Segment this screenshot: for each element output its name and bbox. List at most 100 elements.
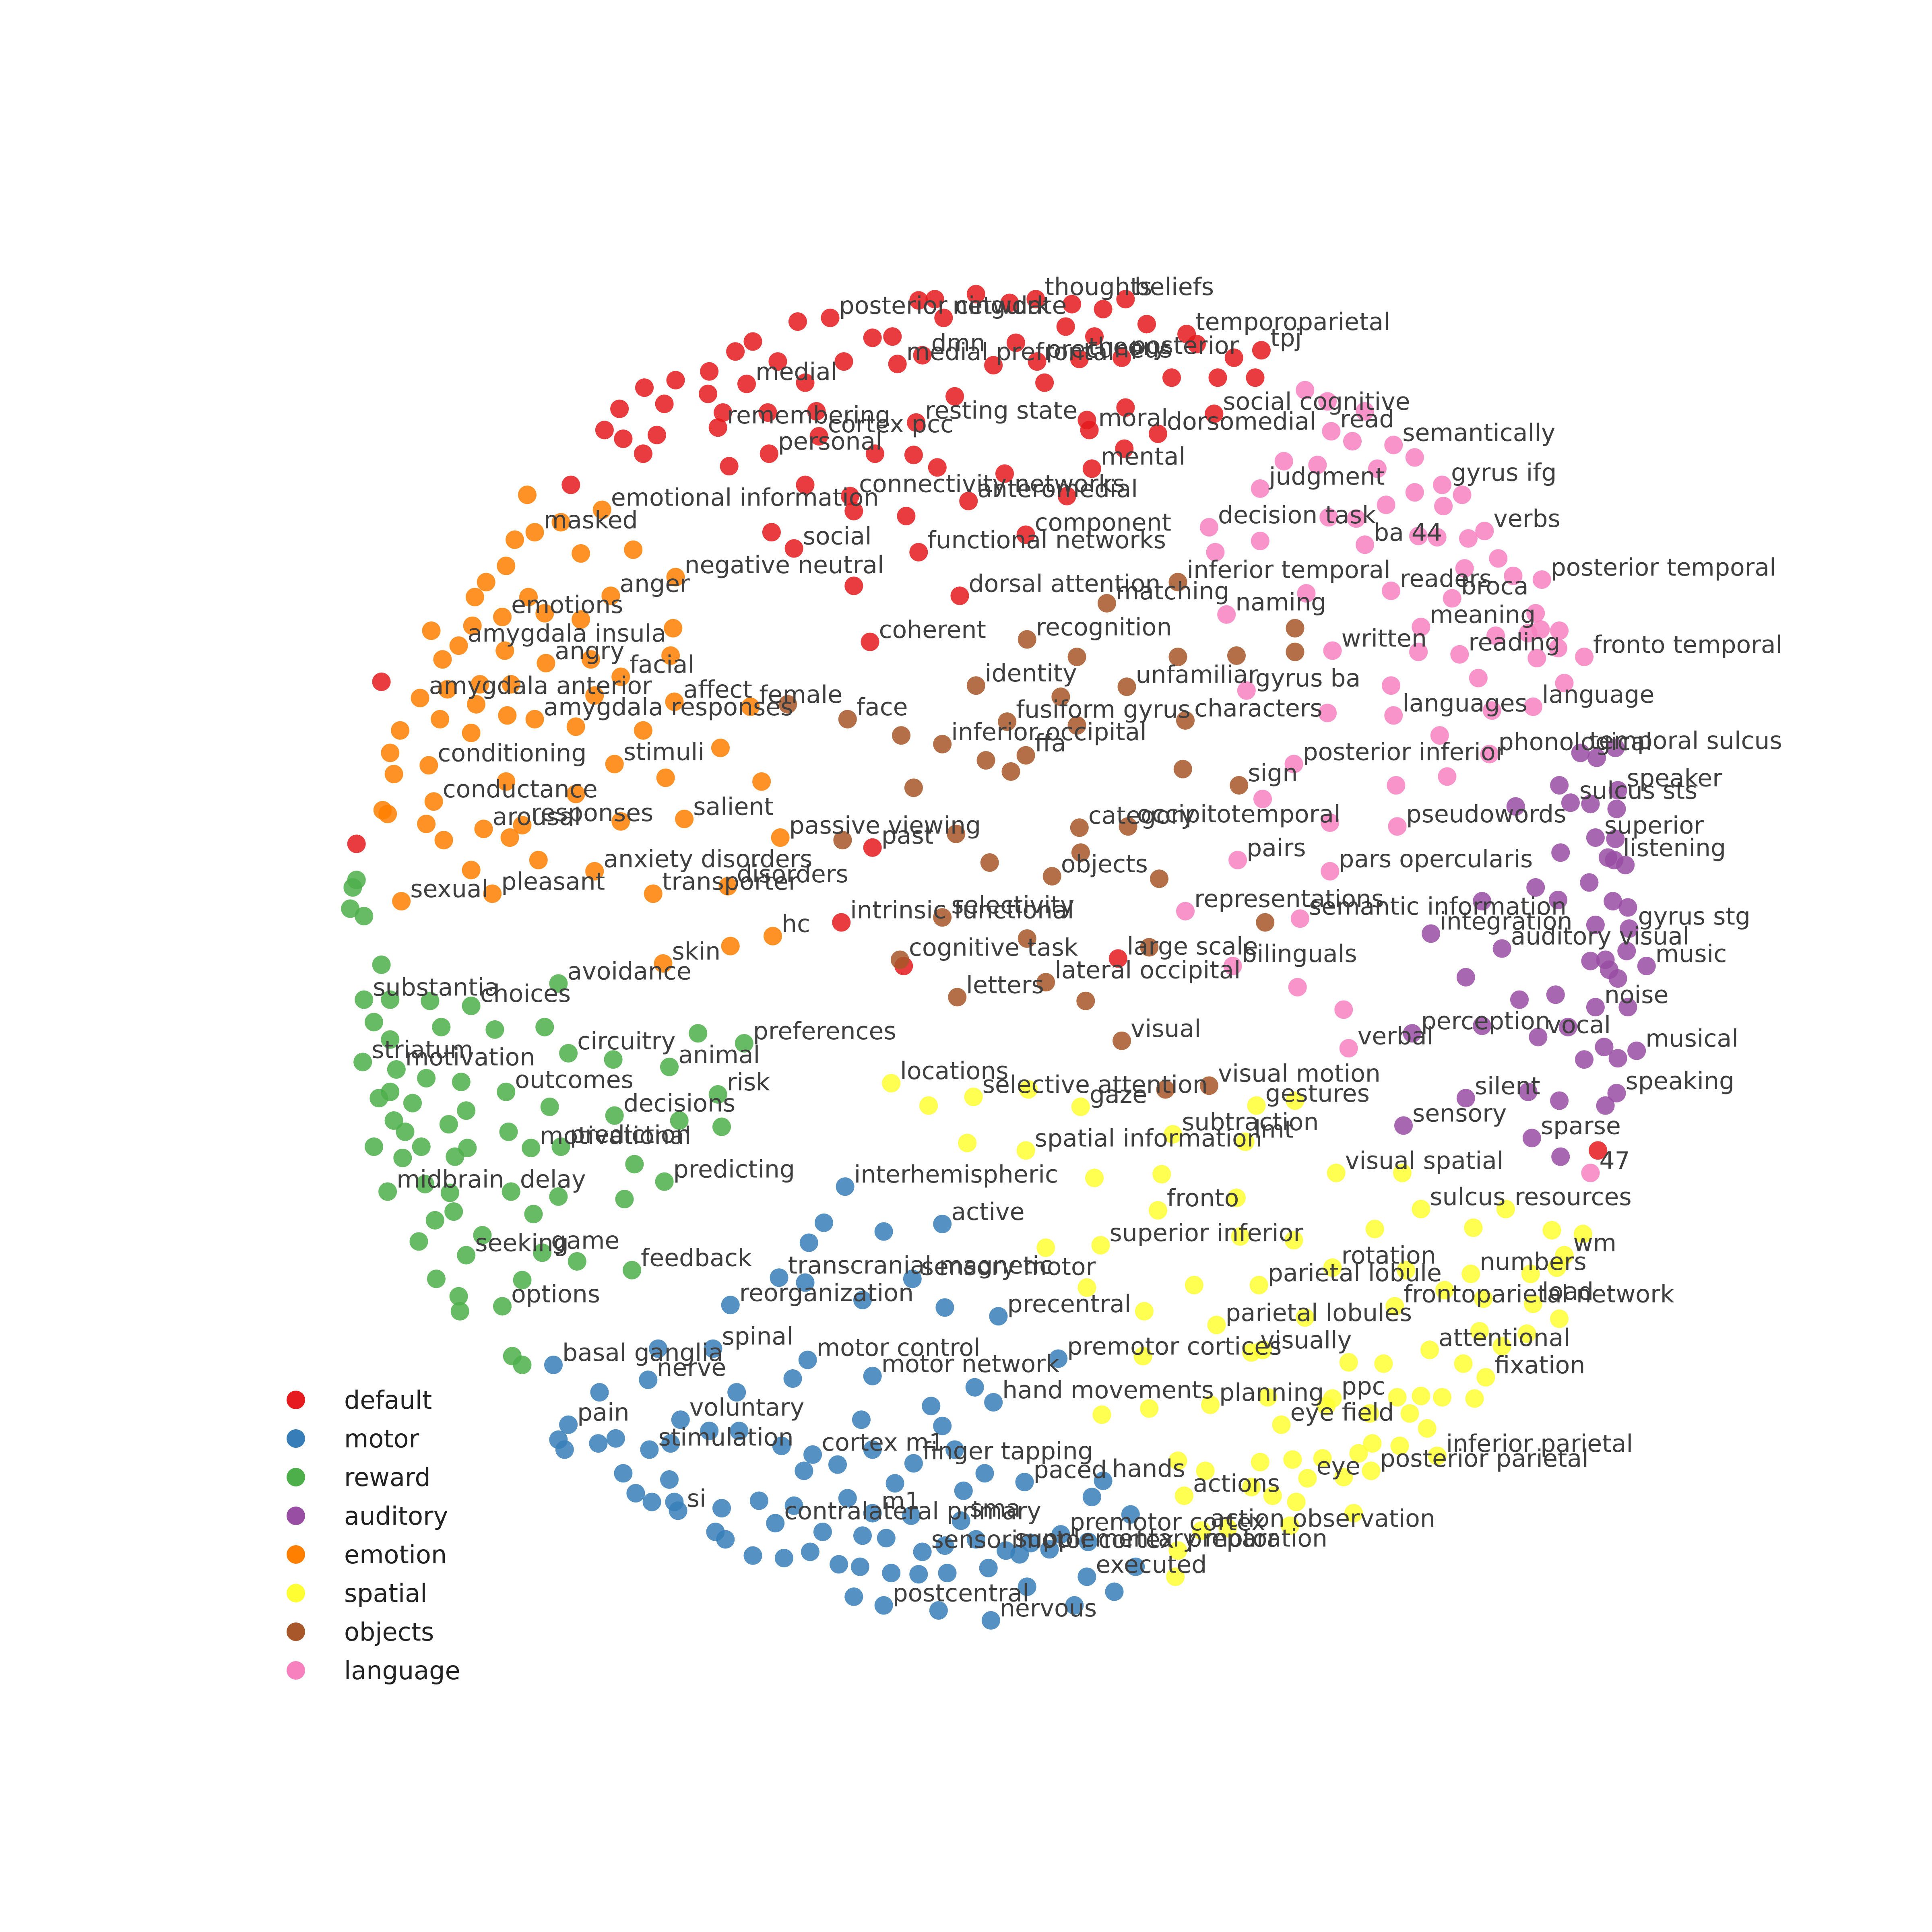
point-objects xyxy=(1051,687,1070,706)
point-language xyxy=(1433,475,1451,494)
point-label: semantic information xyxy=(1309,892,1567,921)
point-spatial xyxy=(1192,1521,1211,1540)
point-language xyxy=(1253,790,1272,808)
point-label: letters xyxy=(966,971,1044,999)
point-reward xyxy=(403,1094,422,1113)
legend-item-reward: reward xyxy=(287,1463,431,1492)
point-spatial xyxy=(1218,1519,1237,1538)
point-label: posterior inferior xyxy=(1303,738,1506,766)
point-language xyxy=(1339,1039,1358,1058)
point-label: conductance xyxy=(443,775,598,803)
point-auditory xyxy=(1456,968,1475,987)
point-default xyxy=(762,523,781,542)
point-spatial xyxy=(1433,1388,1451,1407)
point-emotion xyxy=(764,927,782,945)
point-spatial xyxy=(1092,1405,1111,1424)
point-language xyxy=(1308,456,1327,475)
point-label: m1 xyxy=(881,1487,921,1515)
point-spatial xyxy=(1196,1461,1215,1480)
point-auditory xyxy=(1618,898,1637,917)
point-objects xyxy=(980,853,999,872)
point-objects xyxy=(1071,843,1090,862)
point-language xyxy=(1438,767,1457,786)
point-language xyxy=(1217,605,1236,624)
point-emotion xyxy=(675,809,694,828)
point-auditory xyxy=(1551,1147,1570,1166)
point-emotion xyxy=(665,692,684,711)
point-label: pars opercularis xyxy=(1339,845,1533,873)
point-default xyxy=(714,403,733,422)
point-emotion xyxy=(493,607,512,626)
point-label: fixation xyxy=(1494,1351,1585,1379)
point-auditory xyxy=(1526,878,1545,897)
point-label: contralateral primary xyxy=(784,1497,1041,1525)
point-default xyxy=(865,444,884,463)
point-spatial xyxy=(1435,1281,1454,1300)
point-objects xyxy=(1113,1031,1131,1050)
point-label: numbers xyxy=(1480,1248,1586,1276)
point-reward xyxy=(670,1111,689,1130)
point-motor xyxy=(1010,1545,1029,1564)
point-default xyxy=(720,457,739,476)
point-spatial xyxy=(964,1088,983,1106)
point-emotion xyxy=(661,646,680,665)
point-label: basal ganglia xyxy=(562,1339,723,1367)
point-motor xyxy=(1018,1577,1036,1596)
point-label: lmt xyxy=(1254,1116,1294,1144)
point-emotion xyxy=(611,667,630,686)
point-label: planning xyxy=(1219,1379,1324,1407)
point-language xyxy=(1176,902,1195,921)
point-spatial xyxy=(1071,1097,1090,1116)
point-label: lateral occipital xyxy=(1055,956,1241,984)
point-objects xyxy=(1018,630,1036,649)
point-objects xyxy=(1256,913,1275,932)
point-reward xyxy=(735,1034,753,1053)
point-default xyxy=(760,444,778,463)
point-label: sulcus xyxy=(1430,1183,1505,1211)
point-label: gyrus stg xyxy=(1638,902,1751,931)
point-language xyxy=(1519,624,1538,643)
point-label: fronto temporal xyxy=(1593,631,1782,659)
point-auditory xyxy=(1581,795,1600,813)
point-auditory xyxy=(1422,924,1441,943)
point-emotion xyxy=(611,812,630,831)
point-reward xyxy=(381,990,400,1009)
point-label: spatial information xyxy=(1035,1124,1262,1152)
point-emotion xyxy=(513,816,532,835)
point-spatial xyxy=(1344,1504,1363,1523)
point-label: verbs xyxy=(1493,505,1560,533)
point-emotion xyxy=(500,828,519,847)
point-label: parietal lobule xyxy=(1268,1259,1442,1287)
point-motor xyxy=(828,1455,847,1474)
point-reward xyxy=(432,1018,451,1036)
point-label: interhemispheric xyxy=(854,1160,1058,1189)
point-default xyxy=(1208,368,1227,387)
point-reward xyxy=(450,1302,469,1321)
point-spatial xyxy=(1236,1132,1255,1151)
point-emotion xyxy=(581,650,600,669)
point-label: posterior parietal xyxy=(1380,1445,1589,1473)
point-auditory xyxy=(1608,969,1627,988)
point-auditory xyxy=(1522,1129,1541,1148)
point-label: visual spatial xyxy=(1345,1147,1504,1175)
point-default xyxy=(784,539,803,558)
point-reward xyxy=(378,1182,397,1201)
point-spatial xyxy=(1247,1096,1266,1115)
point-spatial xyxy=(1296,1308,1315,1327)
point-language xyxy=(1290,909,1309,928)
point-label: language xyxy=(1542,681,1654,709)
point-auditory xyxy=(1618,998,1637,1017)
point-label: judgment xyxy=(1268,462,1385,491)
point-emotion xyxy=(656,768,675,787)
point-default xyxy=(1057,487,1076,506)
point-label: integration xyxy=(1440,908,1573,936)
point-label: medial prefrontal xyxy=(906,338,1115,366)
point-default xyxy=(655,394,674,413)
point-default xyxy=(1108,949,1127,968)
point-reward xyxy=(499,1122,518,1141)
point-label: hc xyxy=(782,910,810,938)
point-label: personal xyxy=(778,427,882,456)
point-motor xyxy=(933,1416,952,1435)
point-language xyxy=(1405,448,1424,467)
point-language xyxy=(1409,526,1428,545)
